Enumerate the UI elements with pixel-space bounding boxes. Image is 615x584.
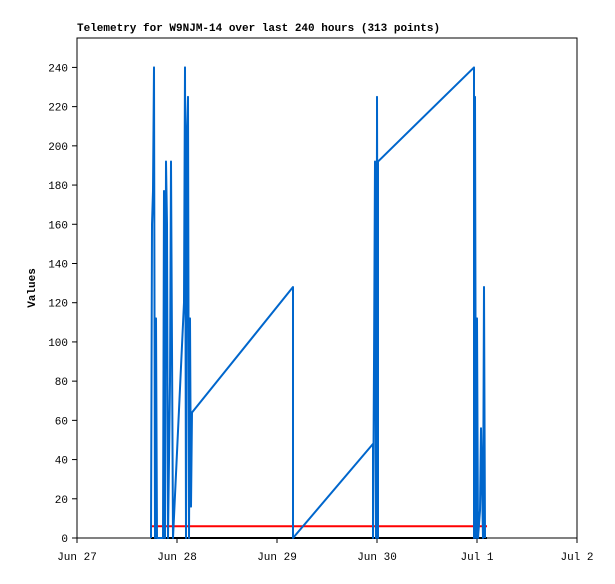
y-tick-label: 220 <box>48 103 68 115</box>
y-tick-label: 140 <box>48 259 68 271</box>
y-axis-label: Values <box>27 268 39 308</box>
y-tick-label: 100 <box>48 338 68 350</box>
y-tick-label: 40 <box>55 456 68 468</box>
y-tick-label: 160 <box>48 220 68 232</box>
y-tick-label: 240 <box>48 63 68 75</box>
y-tick-label: 80 <box>55 377 68 389</box>
x-tick-label: Jul 1 <box>460 552 493 564</box>
series-line <box>150 66 486 539</box>
x-tick-label: Jul 2 <box>560 552 593 564</box>
y-tick-label: 180 <box>48 181 68 193</box>
y-tick-label: 0 <box>61 534 68 546</box>
x-tick-label: Jun 30 <box>357 552 397 564</box>
x-tick-label: Jun 27 <box>57 552 97 564</box>
x-tick-label: Jun 28 <box>157 552 197 564</box>
y-tick-label: 120 <box>48 299 68 311</box>
x-tick-label: Jun 29 <box>257 552 297 564</box>
y-tick-label: 200 <box>48 142 68 154</box>
chart-title: Telemetry for W9NJM-14 over last 240 hou… <box>77 23 440 35</box>
y-tick-label: 20 <box>55 495 68 507</box>
y-tick-label: 60 <box>55 416 68 428</box>
